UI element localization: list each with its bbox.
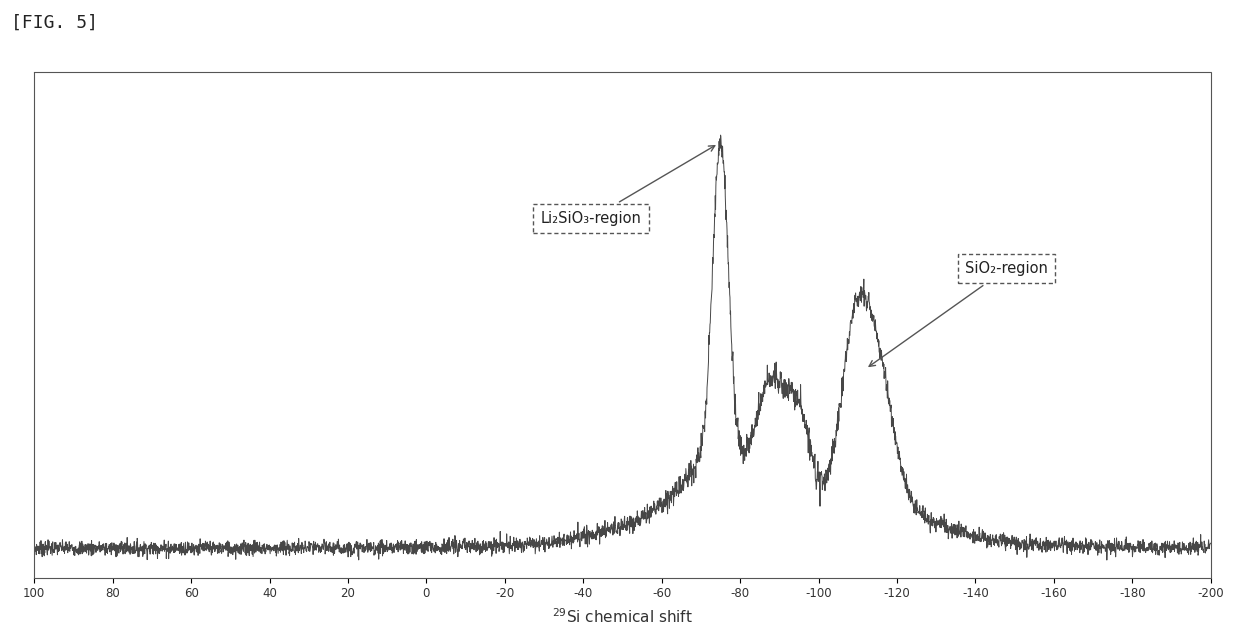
Text: Li₂SiO₃-region: Li₂SiO₃-region xyxy=(540,146,715,226)
X-axis label: $^{29}$Si chemical shift: $^{29}$Si chemical shift xyxy=(551,607,693,626)
Text: [FIG. 5]: [FIG. 5] xyxy=(11,14,98,32)
Text: SiO₂-region: SiO₂-region xyxy=(869,261,1048,367)
